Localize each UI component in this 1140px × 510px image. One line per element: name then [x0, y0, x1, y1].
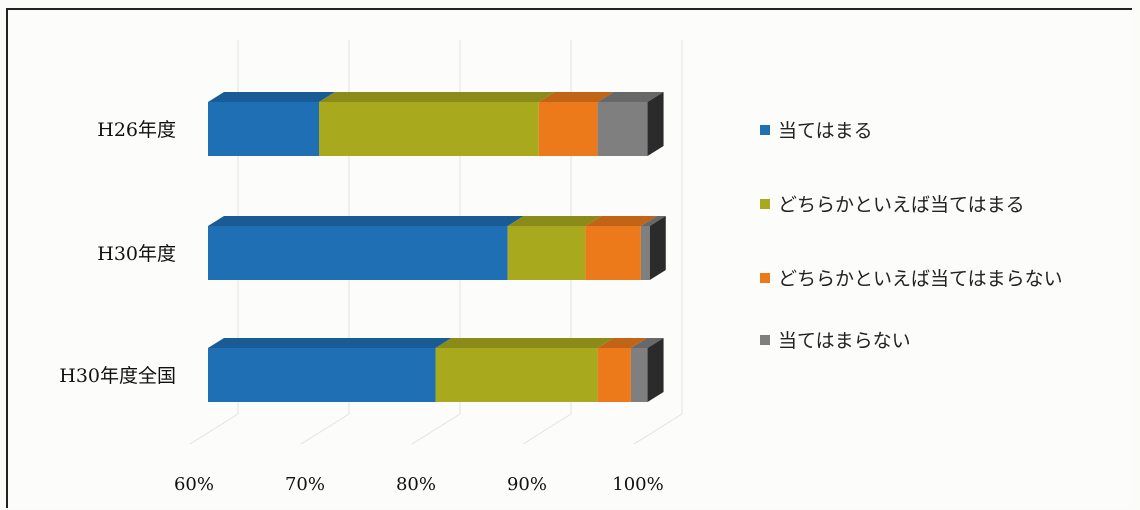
- bar-side: [647, 338, 664, 402]
- bar-side: [649, 216, 666, 280]
- legend-label: どちらかといえば当てはまらない: [778, 268, 1063, 290]
- bar-front: [538, 102, 598, 156]
- x-tick-label: 90%: [507, 474, 547, 495]
- gridline-floor: [300, 413, 350, 445]
- bar-top: [208, 92, 335, 102]
- gridline-floor: [633, 413, 683, 445]
- bar-segment: [208, 216, 524, 280]
- bar-segment: [319, 92, 555, 156]
- legend-swatch: [760, 335, 770, 345]
- bar-segment: [208, 92, 335, 156]
- bar-front: [319, 102, 539, 156]
- bar-front: [208, 348, 436, 402]
- bar-front: [585, 226, 641, 280]
- bar-top: [630, 338, 664, 348]
- bar-segment: [630, 338, 664, 402]
- bar-segment: [208, 338, 452, 402]
- bar-segment: [507, 216, 602, 280]
- bar-front: [507, 226, 586, 280]
- legend-swatch: [760, 199, 770, 209]
- bar-front: [435, 348, 598, 402]
- bar-segment: [538, 92, 614, 156]
- bar-segment: [597, 92, 664, 156]
- legend-label: どちらかといえば当てはまる: [778, 194, 1025, 216]
- bar-segment: [640, 216, 666, 280]
- gridline-floor: [411, 413, 461, 445]
- bar-top: [597, 92, 664, 102]
- x-tick-label: 80%: [396, 474, 436, 495]
- bar-front: [597, 102, 648, 156]
- bar-front: [208, 226, 508, 280]
- bar-front: [597, 348, 631, 402]
- legend-swatch: [760, 125, 770, 135]
- bar-front: [640, 226, 650, 280]
- legend-item: 当てはまる: [760, 118, 1120, 144]
- legend-item: どちらかといえば当てはまる: [760, 192, 1120, 218]
- gridline-floor: [189, 413, 239, 445]
- bar-top: [538, 92, 614, 102]
- legend-item: 当てはまらない: [760, 328, 1120, 354]
- category-label: H26年度: [97, 119, 176, 141]
- chart-legend: 当てはまるどちらかといえば当てはまるどちらかといえば当てはまらない 当てはまらない: [760, 118, 1120, 354]
- bar-top: [208, 338, 452, 348]
- x-tick-label: 70%: [285, 474, 325, 495]
- bar-top: [319, 92, 555, 102]
- category-label: H30年度全国: [59, 365, 176, 387]
- bar-top: [435, 338, 614, 348]
- bar-segment: [435, 338, 614, 402]
- legend-label: 当てはまらない: [778, 330, 911, 352]
- x-tick-label: 100%: [612, 474, 663, 495]
- category-label: H30年度: [97, 243, 176, 265]
- bar-segment: [597, 338, 647, 402]
- bar-top: [585, 216, 657, 226]
- bar-top: [597, 338, 647, 348]
- x-tick-label: 60%: [174, 474, 214, 495]
- bar-top: [507, 216, 602, 226]
- bar-top: [640, 216, 666, 226]
- legend-swatch: [760, 273, 770, 283]
- gridline-floor: [522, 413, 572, 445]
- bar-front: [630, 348, 648, 402]
- bar-front: [208, 102, 319, 156]
- bar-segment: [585, 216, 657, 280]
- bar-top: [208, 216, 524, 226]
- legend-item: どちらかといえば当てはまらない: [760, 266, 1120, 292]
- bar-side: [647, 92, 664, 156]
- legend-label: 当てはまる: [778, 120, 873, 142]
